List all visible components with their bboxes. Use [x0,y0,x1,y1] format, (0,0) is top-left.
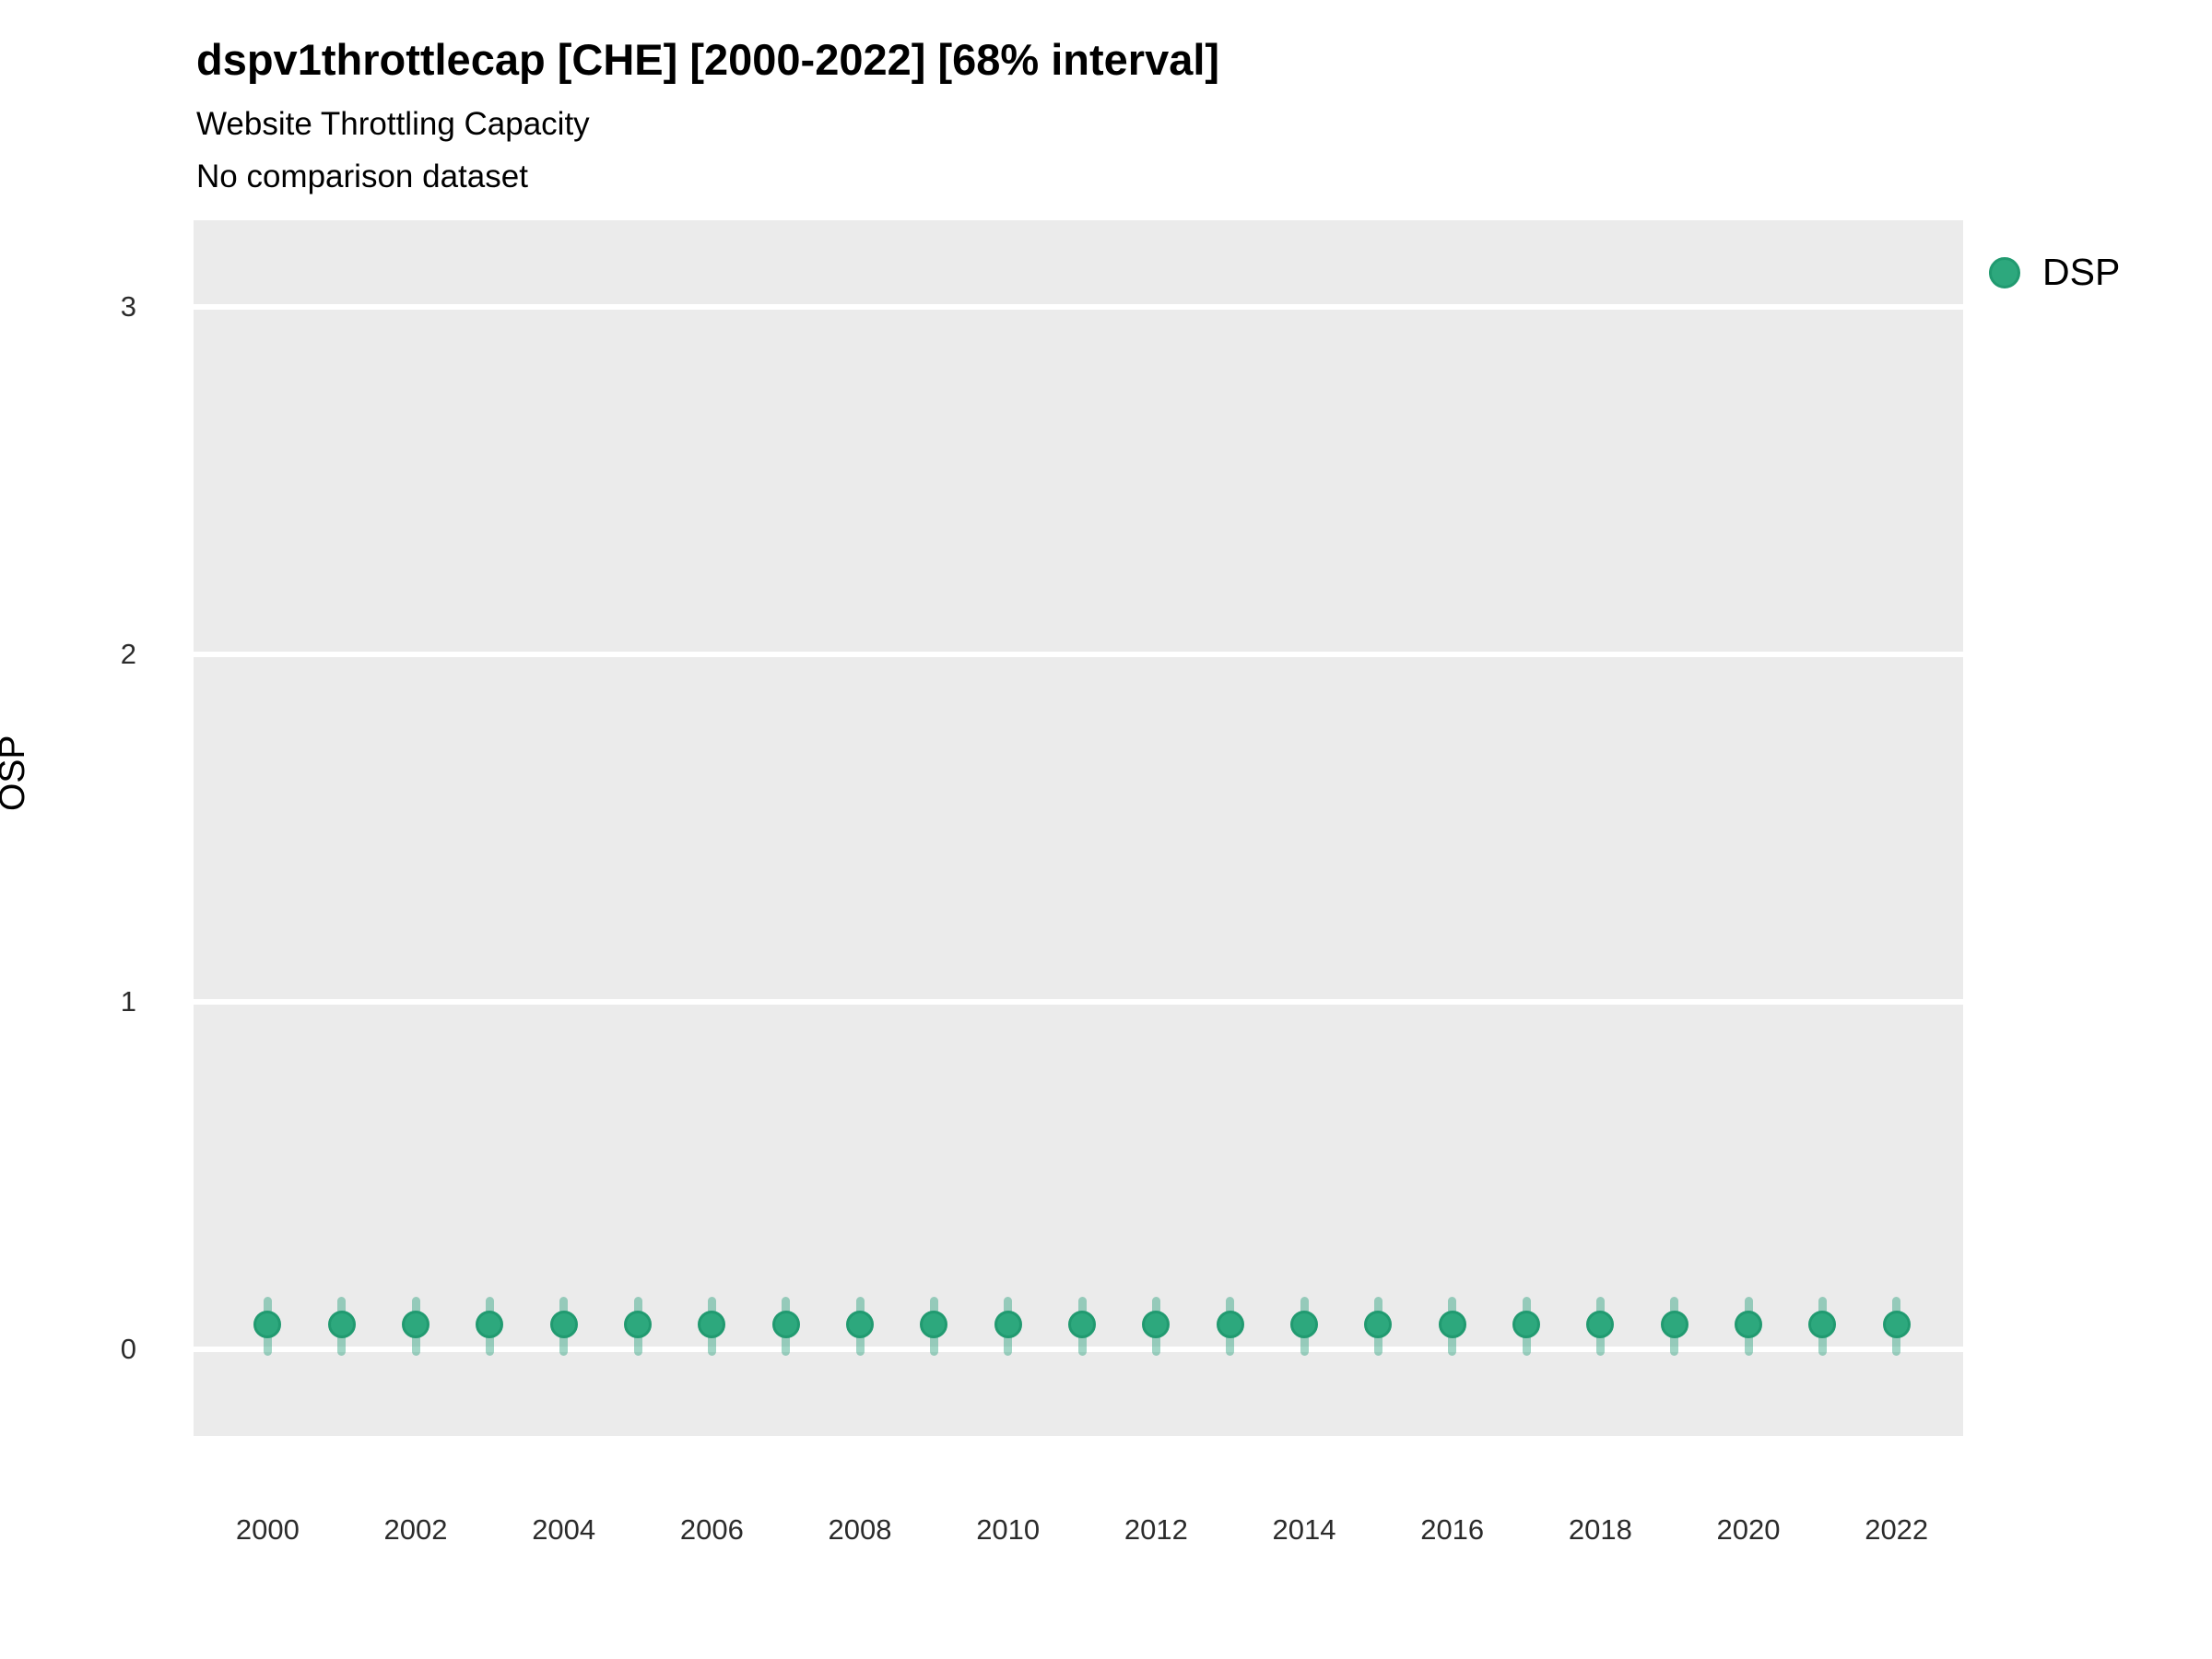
data-point-2009 [920,1311,948,1339]
data-point-2001 [327,1311,356,1339]
x-tick-label: 2004 [532,1513,596,1546]
data-point-2017 [1512,1311,1541,1339]
x-tick-label: 2012 [1124,1513,1188,1546]
data-point-2004 [549,1311,578,1339]
y-tick-label: 0 [120,1332,136,1365]
x-tick-label: 2022 [1865,1513,1929,1546]
x-tick-label: 2000 [235,1513,300,1546]
x-tick-label: 2008 [828,1513,892,1546]
x-tick-label: 2010 [976,1513,1041,1546]
chart-title: dspv1throttlecap [CHE] [2000-2022] [68% … [196,35,1220,84]
data-point-2005 [624,1311,652,1339]
data-point-2006 [698,1311,726,1339]
y-tick-label: 1 [120,984,136,1018]
data-point-2019 [1660,1311,1688,1339]
y-tick-label: 2 [120,638,136,671]
data-point-2021 [1808,1311,1837,1339]
data-point-2015 [1364,1311,1393,1339]
data-point-2003 [476,1311,504,1339]
x-tick-label: 2016 [1420,1513,1485,1546]
data-point-2013 [1216,1311,1244,1339]
y-axis-title: OSP [0,735,32,811]
comparison-note: No comparison dataset [196,159,528,194]
gridline-y-1 [194,998,1963,1005]
data-point-2000 [253,1311,282,1339]
gridline-y-0 [194,1346,1963,1352]
y-tick-label: 3 [120,290,136,324]
data-point-2002 [402,1311,429,1339]
x-tick-label: 2014 [1272,1513,1336,1546]
legend: DSP [1989,251,2120,294]
plot-panel [194,220,1963,1436]
x-tick-label: 2002 [383,1513,448,1546]
data-point-2008 [846,1311,874,1339]
legend-label: DSP [2042,251,2121,293]
legend-dot-icon [1989,256,2020,288]
x-tick-label: 2018 [1568,1513,1632,1546]
x-tick-label: 2006 [679,1513,744,1546]
chart-subtitle: Website Throttling Capacity [196,106,590,142]
data-point-2012 [1142,1311,1171,1339]
gridline-y-2 [194,652,1963,658]
data-point-2020 [1735,1311,1763,1339]
data-point-2014 [1290,1311,1319,1339]
data-point-2022 [1882,1311,1911,1339]
x-tick-label: 2020 [1716,1513,1781,1546]
gridline-y-3 [194,304,1963,311]
data-point-2007 [771,1311,800,1339]
data-point-2016 [1438,1311,1466,1339]
data-point-2010 [994,1311,1022,1339]
data-point-2011 [1068,1311,1097,1339]
data-point-2018 [1586,1311,1615,1339]
